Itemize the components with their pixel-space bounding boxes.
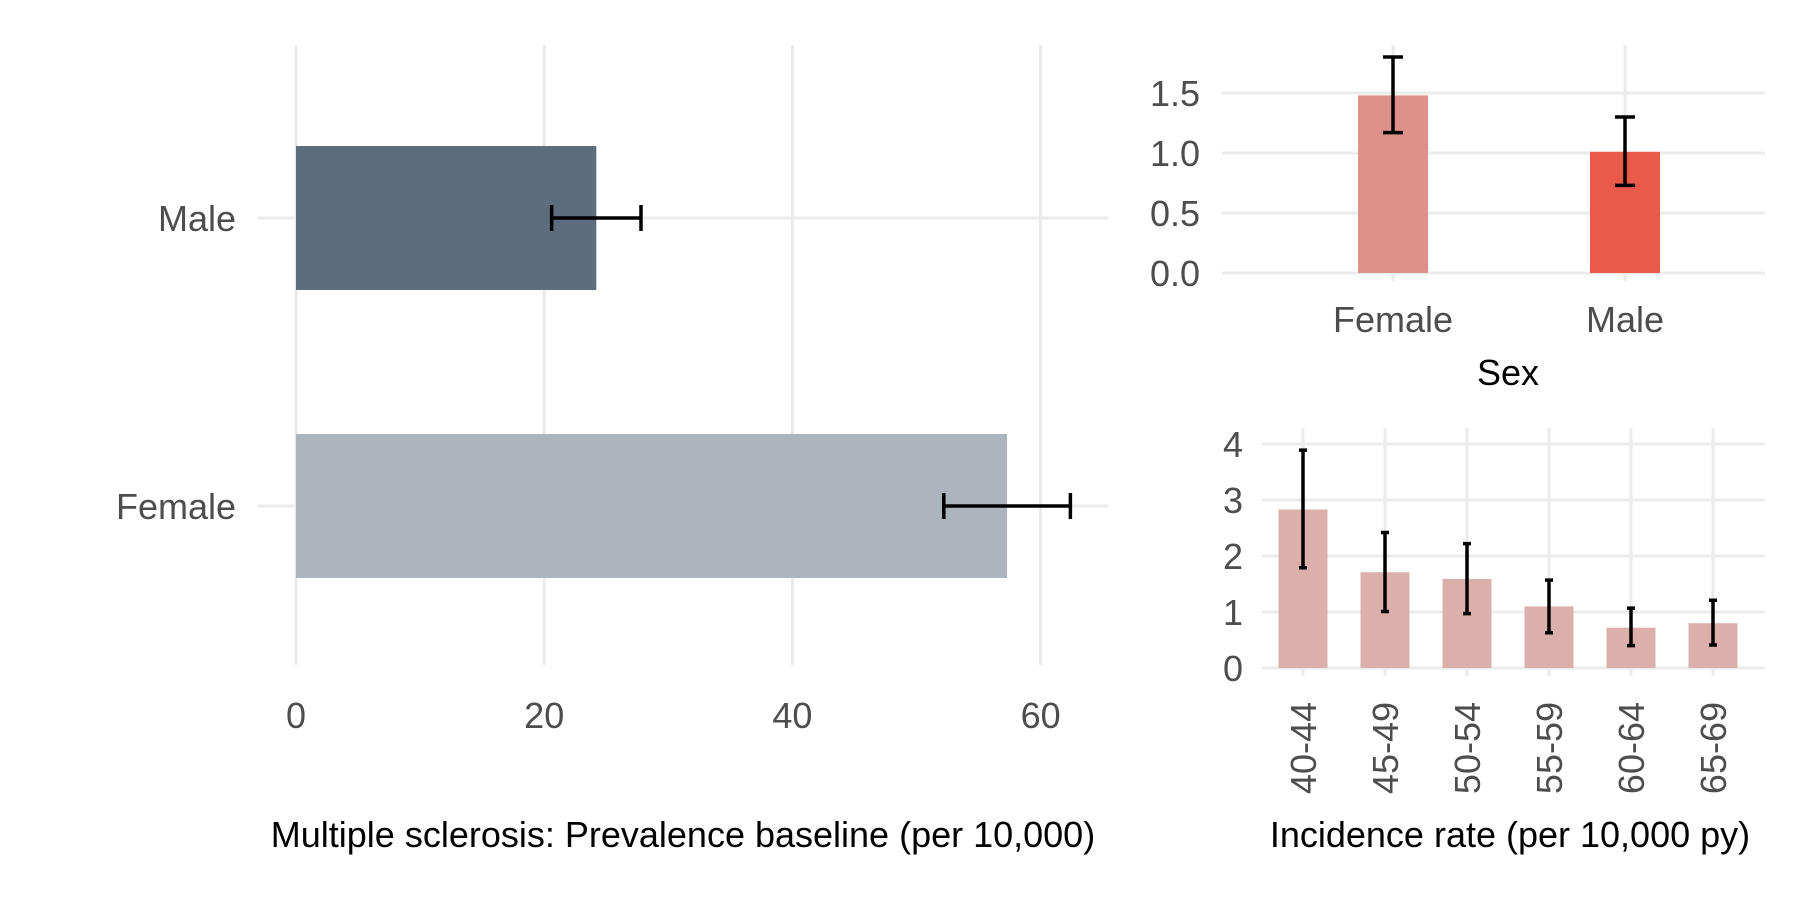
- prevalence-xtick-label: 60: [1021, 695, 1061, 736]
- prevalence-xtick-label: 40: [772, 695, 812, 736]
- incidence-age-error-bar-40-44: [1299, 448, 1307, 570]
- incidence-age-error-bar-55-59: [1545, 578, 1553, 635]
- incidence-by-sex-panel: 0.0 0.5 1.0 1.5 Female Male Sex: [1150, 45, 1765, 393]
- prevalence-error-bar-male: [549, 205, 643, 231]
- incidence-sex-ytick-label: 0.5: [1150, 193, 1200, 234]
- prevalence-xtick-label: 0: [286, 695, 306, 736]
- incidence-sex-error-bar-male: [1615, 115, 1635, 188]
- incidence-age-ytick-label: 3: [1223, 480, 1243, 521]
- incidence-sex-xtick-label: Male: [1586, 299, 1664, 340]
- incidence-age-xtick-label: 60-64: [1611, 702, 1652, 794]
- incidence-sex-ytick-label: 1.5: [1150, 73, 1200, 114]
- incidence-age-error-bar-50-54: [1463, 541, 1471, 616]
- incidence-sex-x-axis-title: Sex: [1477, 352, 1539, 393]
- incidence-sex-xtick-label: Female: [1333, 299, 1453, 340]
- prevalence-panel: Male Female 0 20 40 60 Multiple sclerosis: Pre…: [116, 45, 1108, 855]
- incidence-sex-error-bar-female: [1383, 55, 1403, 135]
- prevalence-bar-female: [296, 434, 1008, 578]
- prevalence-x-axis-title: Multiple sclerosis: Prevalence baseline …: [271, 814, 1095, 855]
- incidence-age-ytick-label: 4: [1223, 424, 1243, 465]
- incidence-sex-ytick-label: 1.0: [1150, 133, 1200, 174]
- incidence-by-age-panel: 0 1 2 3 4 40-44 45-49 50-54 55-59 60-64 65-69 Incid…: [1223, 424, 1765, 855]
- incidence-age-xtick-label: 50-54: [1447, 702, 1488, 794]
- prevalence-bar-male: [296, 146, 597, 290]
- incidence-age-x-axis-title: Incidence rate (per 10,000 py): [1270, 814, 1750, 855]
- incidence-age-error-bar-65-69: [1709, 598, 1717, 647]
- prevalence-ytick-label: Male: [158, 198, 236, 239]
- incidence-age-xtick-label: 45-49: [1365, 702, 1406, 794]
- incidence-age-ytick-label: 0: [1223, 648, 1243, 689]
- incidence-age-xtick-label: 65-69: [1693, 702, 1734, 794]
- incidence-age-error-bar-45-49: [1381, 530, 1389, 614]
- incidence-age-xtick-label: 55-59: [1529, 702, 1570, 794]
- prevalence-ytick-label: Female: [116, 486, 236, 527]
- incidence-age-xtick-label: 40-44: [1283, 702, 1324, 794]
- incidence-age-error-bar-60-64: [1627, 606, 1635, 648]
- incidence-age-ytick-label: 2: [1223, 536, 1243, 577]
- incidence-age-ytick-label: 1: [1223, 592, 1243, 633]
- prevalence-xtick-label: 20: [524, 695, 564, 736]
- prevalence-error-bar-female: [942, 493, 1073, 519]
- incidence-sex-ytick-label: 0.0: [1150, 253, 1200, 294]
